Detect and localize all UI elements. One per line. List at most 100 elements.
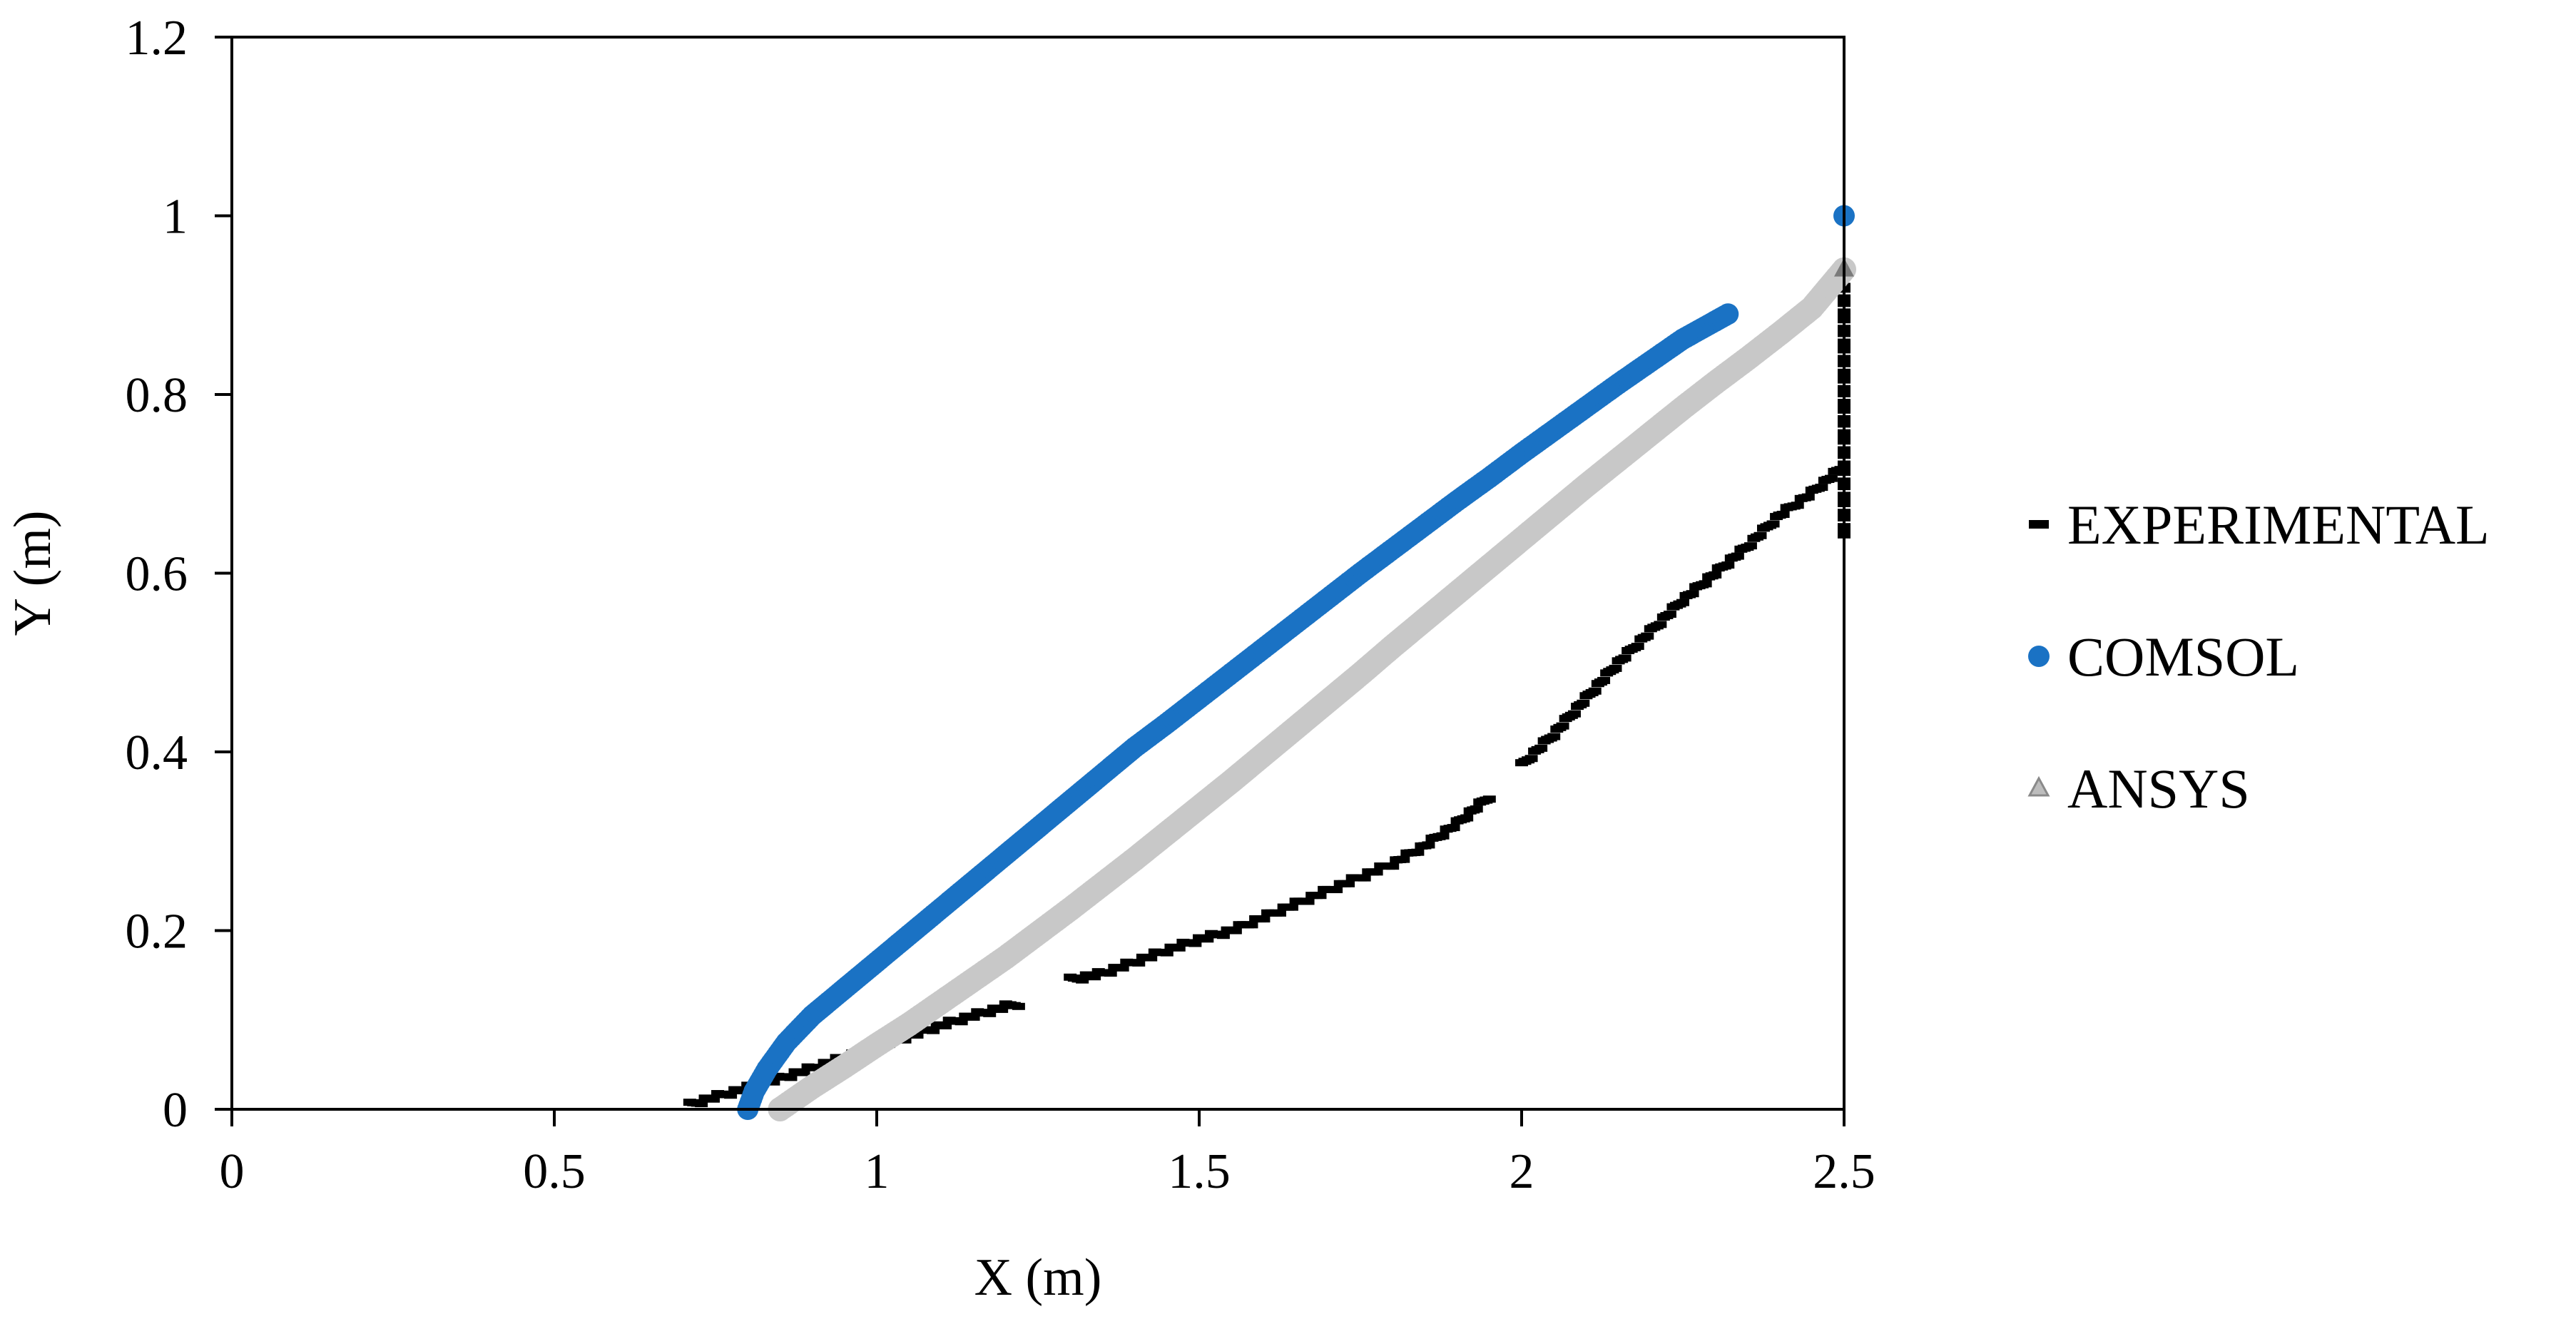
experimental-point <box>1228 927 1242 935</box>
experimental-point <box>767 1078 780 1086</box>
experimental-point <box>1597 676 1611 684</box>
plot-area-border <box>230 36 1846 1111</box>
y-tick-label: 0 <box>163 1083 188 1138</box>
axis-ticks <box>215 36 1846 1126</box>
legend-label-ansys: ANSYS <box>2067 758 2250 820</box>
experimental-point <box>1422 841 1435 849</box>
y-tick-label: 0.8 <box>126 368 188 423</box>
experimental-point <box>1370 868 1383 876</box>
experimental-point <box>1470 805 1483 813</box>
experimental-point <box>1245 921 1258 929</box>
experimental-point <box>1201 935 1214 943</box>
y-tick-label: 0.2 <box>126 905 188 959</box>
experimental-point <box>1482 795 1496 803</box>
experimental-point <box>1397 855 1410 863</box>
experimental-point <box>1088 973 1101 981</box>
experimental-point <box>695 1100 708 1108</box>
experimental-point <box>1116 964 1129 972</box>
experimental-point <box>1577 699 1590 707</box>
experimental-point <box>1273 909 1286 917</box>
experimental-point <box>1313 892 1327 900</box>
series-comsol <box>737 205 1855 1120</box>
experimental-point <box>967 1013 980 1021</box>
experimental-point <box>1160 949 1174 957</box>
experimental-point <box>995 1005 1009 1013</box>
experimental-point <box>1104 969 1117 977</box>
x-tick-label: 0.5 <box>523 1144 586 1199</box>
y-tick-label: 1.2 <box>126 11 188 66</box>
experimental-point <box>1776 511 1790 519</box>
experimental-point <box>1654 621 1667 628</box>
x-tick-label: 1.5 <box>1168 1144 1231 1199</box>
experimental-point <box>797 1069 810 1076</box>
experimental-point <box>1460 814 1474 822</box>
legend-label-comsol: COMSOL <box>2067 626 2299 688</box>
y-tick-label: 0.4 <box>126 725 188 780</box>
tick-labels: 0 0.5 1 1.5 2 2.5 0 0.2 0.4 0.6 0.8 1 1.2 <box>126 11 1875 1199</box>
experimental-point <box>1447 824 1460 832</box>
experimental-point <box>983 1009 997 1017</box>
experimental-point <box>1358 874 1371 882</box>
experimental-point <box>954 1018 968 1026</box>
experimental-point <box>927 1027 940 1034</box>
experimental-point <box>1567 710 1581 718</box>
experimental-point <box>1216 932 1230 940</box>
experimental-point <box>1609 664 1622 672</box>
experimental-point <box>1012 1002 1025 1010</box>
plot-series <box>683 205 1856 1121</box>
experimental-point <box>1686 590 1699 598</box>
experimental-point <box>1436 832 1450 840</box>
experimental-point <box>1824 474 1838 482</box>
experimental-point <box>1641 632 1654 640</box>
experimental-point <box>1699 580 1712 588</box>
experimental-point <box>1547 733 1561 740</box>
x-tick-label: 0 <box>220 1144 245 1199</box>
legend: EXPERIMENTAL COMSOL ANSYS <box>2027 494 2490 820</box>
experimental-point <box>1534 744 1548 752</box>
experimental-point <box>1801 493 1815 501</box>
x-axis-title: X (m) <box>974 1248 1102 1307</box>
experimental-point <box>1132 959 1146 967</box>
experimental-point <box>910 1031 924 1039</box>
experimental-point <box>1815 484 1828 492</box>
y-tick-label: 1 <box>163 190 188 245</box>
legend-marker-ansys <box>2027 775 2050 797</box>
experimental-point <box>1663 611 1676 618</box>
experimental-point <box>1076 976 1089 984</box>
experimental-point <box>1386 862 1400 870</box>
experimental-point <box>1753 531 1767 539</box>
x-tick-label: 2 <box>1510 1144 1534 1199</box>
experimental-point <box>1588 687 1602 695</box>
experimental-point <box>1676 599 1689 606</box>
experimental-point <box>1721 561 1735 569</box>
experimental-point <box>1766 520 1780 528</box>
experimental-point <box>1172 944 1186 952</box>
experimental-point <box>724 1091 738 1099</box>
experimental-point <box>1556 722 1569 730</box>
experimental-point <box>1618 654 1631 662</box>
comsol-point <box>1717 303 1739 325</box>
experimental-point <box>1411 848 1425 856</box>
experimental-point <box>1188 940 1202 947</box>
experimental-point <box>1285 903 1298 911</box>
experimental-point <box>1524 755 1538 763</box>
experimental-point <box>1743 542 1757 550</box>
experimental-point <box>1257 915 1271 923</box>
legend-marker-comsol <box>2028 646 2050 667</box>
experimental-point <box>1144 954 1158 962</box>
legend-marker-experimental <box>2029 520 2049 529</box>
x-tick-label: 2.5 <box>1813 1144 1875 1199</box>
experimental-point <box>784 1074 798 1081</box>
experimental-point <box>1791 501 1804 509</box>
experimental-point <box>1731 552 1744 560</box>
experimental-point <box>706 1095 720 1103</box>
y-axis-title: Y (m) <box>4 510 62 636</box>
experimental-point <box>939 1022 952 1029</box>
experimental-point <box>1342 880 1355 887</box>
legend-label-experimental: EXPERIMENTAL <box>2067 494 2490 556</box>
experimental-point <box>1330 886 1343 894</box>
experimental-point <box>1631 643 1644 651</box>
experimental-point <box>1709 571 1722 579</box>
experimental-point <box>1301 897 1315 905</box>
